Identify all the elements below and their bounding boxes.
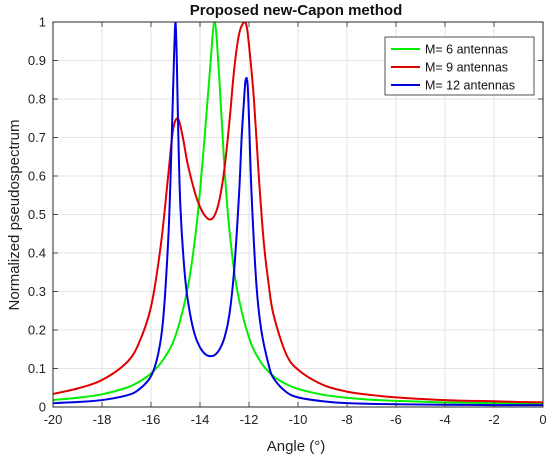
x-tick-label: -6	[390, 412, 402, 427]
series-line-3	[53, 22, 543, 407]
chart-title: Proposed new-Capon method	[190, 2, 403, 19]
x-tick-label: -4	[439, 412, 451, 427]
x-tick-label: -12	[240, 412, 259, 427]
y-axis-ticks: 0 0.1 0.2 0.3 0.4 0.5 0.6 0.7 0.8 0.9 1	[28, 15, 543, 415]
x-tick-label: -20	[44, 412, 63, 427]
legend-label-3: M= 12 antennas	[425, 79, 515, 93]
legend: M= 6 antennas M= 9 antennas M= 12 antennas	[384, 36, 535, 96]
x-tick-label: -16	[142, 412, 161, 427]
y-tick-label: 0.5	[28, 207, 46, 222]
series-line-1	[53, 22, 543, 405]
x-tick-label: -14	[191, 412, 210, 427]
y-tick-label: 0.6	[28, 169, 46, 184]
x-tick-label: -8	[341, 412, 353, 427]
x-tick-label: -18	[93, 412, 112, 427]
x-tick-label: -10	[289, 412, 308, 427]
y-tick-label: 0.8	[28, 92, 46, 107]
x-axis-ticks: -20 -18 -16 -14 -12 -10 -8 -6 -4 -2 0	[44, 22, 547, 427]
y-tick-label: 0.2	[28, 323, 46, 338]
series-line-2	[53, 22, 543, 404]
y-tick-label: 0	[39, 400, 46, 415]
legend-label-1: M= 6 antennas	[425, 43, 508, 57]
y-axis-label: Normalized pseudospectrum	[6, 120, 23, 311]
y-tick-label: 0.9	[28, 53, 46, 68]
y-tick-label: 1	[39, 15, 46, 30]
y-tick-label: 0.3	[28, 284, 46, 299]
x-tick-label: -2	[488, 412, 500, 427]
x-axis-label: Angle (°)	[267, 438, 326, 455]
y-tick-label: 0.1	[28, 361, 46, 376]
y-tick-label: 0.7	[28, 130, 46, 145]
x-tick-label: 0	[539, 412, 546, 427]
legend-label-2: M= 9 antennas	[425, 61, 508, 75]
y-tick-label: 0.4	[28, 246, 46, 261]
series-lines	[53, 22, 543, 407]
